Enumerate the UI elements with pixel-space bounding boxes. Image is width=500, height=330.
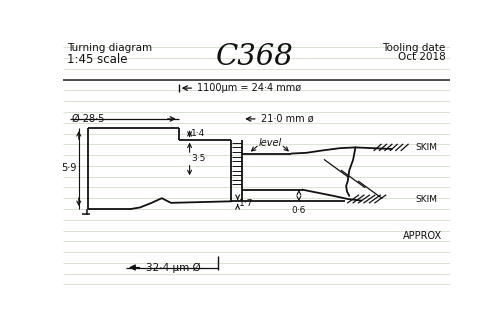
Text: C368: C368 xyxy=(216,43,294,71)
Text: Turning diagram: Turning diagram xyxy=(67,43,152,53)
Text: Tooling date: Tooling date xyxy=(382,43,446,53)
Text: level: level xyxy=(258,138,282,148)
Text: SKIM: SKIM xyxy=(415,143,437,152)
Text: 3·5: 3·5 xyxy=(191,154,206,163)
Text: Ø 28·5: Ø 28·5 xyxy=(72,114,104,124)
Text: 21·0 mm ø: 21·0 mm ø xyxy=(261,114,314,124)
Text: APPROX: APPROX xyxy=(403,231,442,241)
Text: 5·9: 5·9 xyxy=(61,163,76,173)
Text: 0·6: 0·6 xyxy=(292,206,306,215)
Text: 1100μm = 24·4 mmø: 1100μm = 24·4 mmø xyxy=(198,83,302,93)
Text: 1:45 scale: 1:45 scale xyxy=(67,53,128,66)
Text: 1·7: 1·7 xyxy=(239,199,254,208)
Text: SKIM: SKIM xyxy=(415,195,437,204)
Text: Oct 2018: Oct 2018 xyxy=(398,52,446,62)
Text: 32·4 μm Ø: 32·4 μm Ø xyxy=(146,262,201,273)
Text: 1·4: 1·4 xyxy=(191,129,206,138)
